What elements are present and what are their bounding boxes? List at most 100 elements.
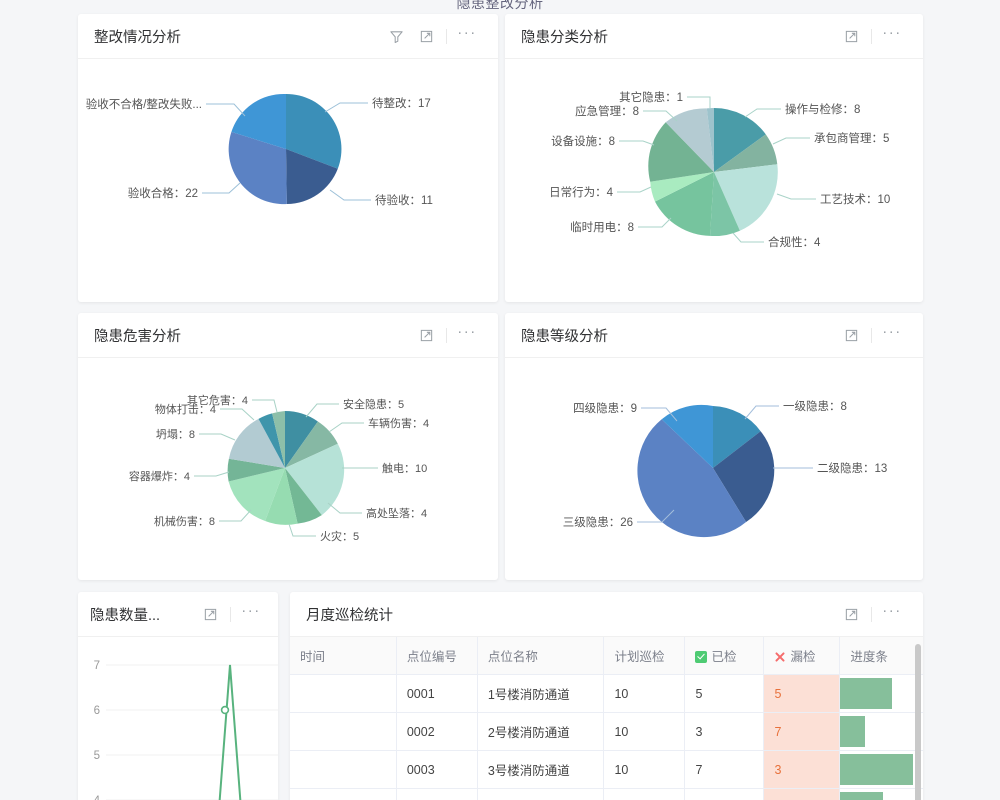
pie-slice-2[interactable] bbox=[714, 164, 778, 231]
pie-label-1: 车辆伤害：4 bbox=[368, 416, 429, 430]
col-missed[interactable]: 漏检 bbox=[763, 637, 841, 675]
pie-slice-3[interactable] bbox=[710, 172, 740, 237]
pie-slice-0[interactable] bbox=[286, 93, 342, 169]
pie-slice-9[interactable] bbox=[272, 411, 285, 468]
card-header-tools: ··· bbox=[411, 322, 482, 348]
cell-name: 2号楼消防通道 bbox=[477, 712, 605, 751]
table-scroll-area[interactable]: 时间 点位编号 点位名称 计划巡检 已检 漏检 进度条 0001 1号楼消防通道 bbox=[290, 637, 923, 800]
cell-progress bbox=[839, 750, 923, 789]
pie-label-4: 火灾：5 bbox=[320, 529, 359, 543]
pie-slice-0[interactable] bbox=[713, 406, 761, 468]
x-icon bbox=[774, 651, 786, 663]
table-row[interactable]: 0002 2号楼消防通道 10 3 7 bbox=[290, 712, 923, 751]
cell-plan: 5 bbox=[603, 788, 686, 800]
cell-done: 7 bbox=[684, 750, 765, 789]
external-link-icon[interactable] bbox=[836, 23, 866, 49]
card-body: 7 6 5 4 bbox=[78, 637, 278, 800]
pie-slices bbox=[227, 411, 345, 525]
pie-slice-5[interactable] bbox=[650, 172, 714, 202]
cell-plan: 10 bbox=[603, 674, 686, 713]
cell-code: 0003 bbox=[396, 750, 478, 789]
pie-slice-2[interactable] bbox=[285, 443, 345, 516]
more-options-icon[interactable]: ··· bbox=[882, 602, 902, 619]
more-options-icon[interactable]: ··· bbox=[241, 602, 261, 619]
table-row[interactable]: 0001 1号楼消防通道 10 5 5 bbox=[290, 674, 923, 713]
pie-slice-0[interactable] bbox=[285, 411, 318, 468]
pie-label-2: 触电：10 bbox=[382, 461, 427, 475]
pie-slice-1[interactable] bbox=[285, 421, 338, 469]
card-title: 隐患分类分析 bbox=[521, 29, 608, 46]
pie-slice-3[interactable] bbox=[661, 404, 713, 468]
external-link-icon[interactable] bbox=[836, 601, 866, 627]
progress-bar bbox=[840, 754, 914, 785]
more-options-icon[interactable]: ··· bbox=[882, 24, 902, 41]
table-row[interactable]: 0003 3号楼消防通道 10 7 3 bbox=[290, 750, 923, 789]
cell-missed: 7 bbox=[763, 712, 841, 751]
pie-label-9: 其它危害：4 bbox=[187, 393, 248, 407]
card-harm-analysis: 隐患危害分析 ··· bbox=[78, 313, 498, 580]
more-options-icon[interactable]: ··· bbox=[457, 323, 477, 340]
col-missed-label: 漏检 bbox=[790, 650, 816, 664]
pie-label-5: 日常行为：4 bbox=[549, 186, 613, 199]
card-monthly-inspection: 月度巡检统计 ··· 时间 点位编号 点位名称 bbox=[290, 592, 923, 800]
pie-slice-3[interactable] bbox=[285, 468, 322, 524]
pie-label-0: 操作与检修：8 bbox=[785, 102, 860, 116]
pie-label-0: 安全隐患：5 bbox=[343, 397, 404, 411]
cell-plan: 10 bbox=[603, 750, 686, 789]
cell-name: 1号仓库 bbox=[477, 788, 605, 800]
card-title: 隐患危害分析 bbox=[94, 328, 181, 345]
harm-pie-chart: 安全隐患：5 车辆伤害：4 触电：10 高处坠落：4 火灾：5 机械伤害：8 容… bbox=[129, 393, 429, 543]
cell-time bbox=[290, 674, 397, 713]
external-link-icon[interactable] bbox=[195, 601, 225, 627]
cell-time bbox=[290, 750, 397, 789]
col-plan[interactable]: 计划巡检 bbox=[603, 637, 686, 675]
card-header-tools: ··· bbox=[836, 601, 907, 627]
pie-slice-8[interactable] bbox=[258, 413, 286, 468]
pie-slice-2[interactable] bbox=[228, 131, 287, 205]
card-title: 整改情况分析 bbox=[94, 29, 181, 46]
filter-icon[interactable] bbox=[381, 23, 411, 49]
pie-slice-5[interactable] bbox=[228, 468, 285, 521]
external-link-icon[interactable] bbox=[836, 322, 866, 348]
pie-leader-lines bbox=[637, 405, 813, 523]
pie-slice-0[interactable] bbox=[714, 108, 766, 172]
pie-slice-6[interactable] bbox=[648, 122, 714, 182]
col-done[interactable]: 已检 bbox=[684, 637, 765, 675]
pie-slice-2[interactable] bbox=[637, 419, 747, 538]
pie-label-1: 二级隐患：13 bbox=[817, 462, 887, 475]
col-done-label: 已检 bbox=[711, 650, 737, 664]
external-link-icon[interactable] bbox=[411, 322, 441, 348]
data-point-marker[interactable] bbox=[220, 705, 230, 715]
vertical-scrollbar[interactable] bbox=[915, 644, 921, 800]
card-header-tools: ··· bbox=[836, 322, 907, 348]
more-options-icon[interactable]: ··· bbox=[882, 323, 902, 340]
col-time[interactable]: 时间 bbox=[290, 637, 397, 675]
col-code[interactable]: 点位编号 bbox=[396, 637, 478, 675]
grid-lines bbox=[106, 664, 278, 800]
col-progress[interactable]: 进度条 bbox=[839, 637, 923, 675]
pie-slice-7[interactable] bbox=[665, 108, 714, 172]
pie-leader-lines bbox=[202, 102, 371, 201]
pie-slice-6[interactable] bbox=[227, 458, 285, 482]
pie-label-1: 待验收：11 bbox=[375, 193, 433, 207]
table-row[interactable]: 0004 1号仓库 5 2 3 bbox=[290, 788, 923, 800]
pie-label-6: 设备设施：8 bbox=[551, 134, 615, 148]
more-options-icon[interactable]: ··· bbox=[457, 24, 477, 41]
pie-label-1: 承包商管理：5 bbox=[814, 131, 889, 145]
card-header-tools: ··· bbox=[381, 23, 482, 49]
progress-bar bbox=[840, 716, 866, 747]
pie-slice-7[interactable] bbox=[228, 418, 285, 468]
pie-slice-8[interactable] bbox=[706, 107, 714, 172]
pie-slice-1[interactable] bbox=[714, 134, 778, 172]
col-name[interactable]: 点位名称 bbox=[477, 637, 605, 675]
pie-slices bbox=[637, 404, 775, 538]
check-icon bbox=[695, 651, 708, 663]
card-header-tools: ··· bbox=[195, 601, 266, 627]
pie-slice-4[interactable] bbox=[265, 468, 298, 525]
pie-slice-3[interactable] bbox=[231, 93, 286, 149]
cell-progress bbox=[839, 788, 923, 800]
pie-slice-1[interactable] bbox=[713, 431, 775, 522]
pie-slice-1[interactable] bbox=[286, 149, 338, 204]
page-title: 隐患整改分析 bbox=[456, 0, 544, 11]
external-link-icon[interactable] bbox=[411, 23, 441, 49]
